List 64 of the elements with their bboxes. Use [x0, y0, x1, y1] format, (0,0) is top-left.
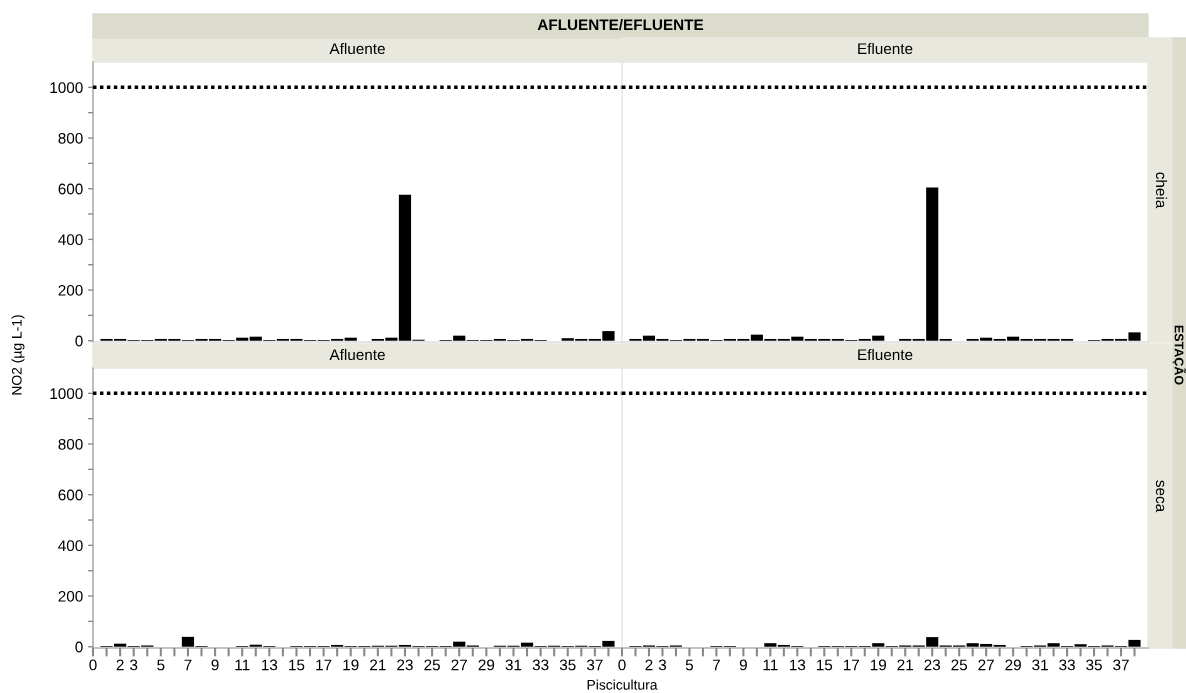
x-tick-label: 25 — [951, 659, 968, 671]
x-tick-label: 7 — [712, 659, 720, 671]
x-tick-label: 2 — [645, 659, 653, 671]
x-tick-label: 21 — [897, 659, 913, 671]
x-tick-label: 33 — [1059, 659, 1075, 671]
x-tick-label: 13 — [790, 659, 806, 671]
x-tick-label: 9 — [739, 659, 747, 671]
x-axis-title: Piscicultura — [587, 679, 658, 690]
x-tick-label: 0 — [618, 659, 626, 671]
text: ESTAÇÃO — [1172, 325, 1186, 385]
x-tick-label: 25 — [424, 659, 440, 671]
chart-title: Afluente — [329, 348, 385, 361]
x-tick-label: 2 — [116, 659, 124, 671]
y-tick-label: 1000 — [50, 82, 83, 94]
y-tick-label: 200 — [58, 590, 83, 602]
y-tick-label: 600 — [58, 489, 83, 501]
x-tick-label: 37 — [586, 659, 603, 671]
y-tick-label: 0 — [75, 641, 83, 653]
x-tick-label: 31 — [505, 659, 522, 671]
y-tick-label: 400 — [58, 234, 83, 246]
chart-title: Afluente — [329, 42, 385, 55]
x-tick-label: 15 — [289, 659, 305, 671]
x-tick-label: 3 — [658, 659, 667, 671]
text: cheia — [1155, 172, 1168, 209]
x-tick-label: 17 — [843, 659, 860, 671]
x-tick-label: 13 — [262, 659, 278, 671]
y-axis-title: NO2 (µg L-1) — [11, 315, 25, 395]
x-tick-label: 31 — [1032, 659, 1048, 671]
x-tick-label: 5 — [685, 659, 694, 671]
x-tick-label: 35 — [1086, 659, 1102, 671]
y-tick-label: 400 — [58, 540, 83, 552]
x-tick-label: 15 — [816, 659, 833, 671]
bar — [344, 337, 357, 341]
x-tick-label: 11 — [235, 659, 250, 671]
x-tick-label: 0 — [89, 659, 97, 671]
x-tick-label: 7 — [184, 659, 192, 671]
x-tick-label: 5 — [157, 659, 165, 671]
y-tick-label: 200 — [58, 284, 83, 296]
x-tick-label: 21 — [370, 659, 386, 671]
x-tick-label: 19 — [870, 659, 887, 671]
y-tick-label: 800 — [58, 132, 83, 144]
x-tick-label: 19 — [343, 659, 359, 671]
x-tick-label: 27 — [451, 659, 467, 671]
x-tick-label: 3 — [130, 659, 138, 671]
x-tick-label: 23 — [397, 659, 413, 671]
chart-title: Efluente — [858, 42, 913, 55]
bar — [764, 643, 777, 647]
x-tick-label: 37 — [1113, 659, 1129, 671]
text: AFLUENTE/EFLUENTE — [537, 18, 704, 31]
y-tick-label: 1000 — [50, 388, 83, 400]
y-tick-label: 800 — [58, 438, 83, 450]
x-tick-label: 17 — [316, 659, 332, 671]
chart-title: Efluente — [858, 348, 913, 361]
x-tick-label: 11 — [763, 659, 778, 671]
x-tick-label: 27 — [978, 659, 994, 671]
x-tick-label: 29 — [1005, 659, 1021, 671]
x-tick-label: 35 — [559, 659, 576, 671]
y-tick-label: 600 — [58, 183, 83, 195]
text: seca — [1155, 480, 1165, 513]
y-tick-label: 0 — [75, 335, 83, 347]
x-tick-label: 23 — [924, 659, 941, 671]
x-tick-label: 33 — [532, 659, 549, 671]
x-tick-label: 9 — [211, 659, 219, 671]
x-tick-label: 29 — [478, 659, 495, 671]
